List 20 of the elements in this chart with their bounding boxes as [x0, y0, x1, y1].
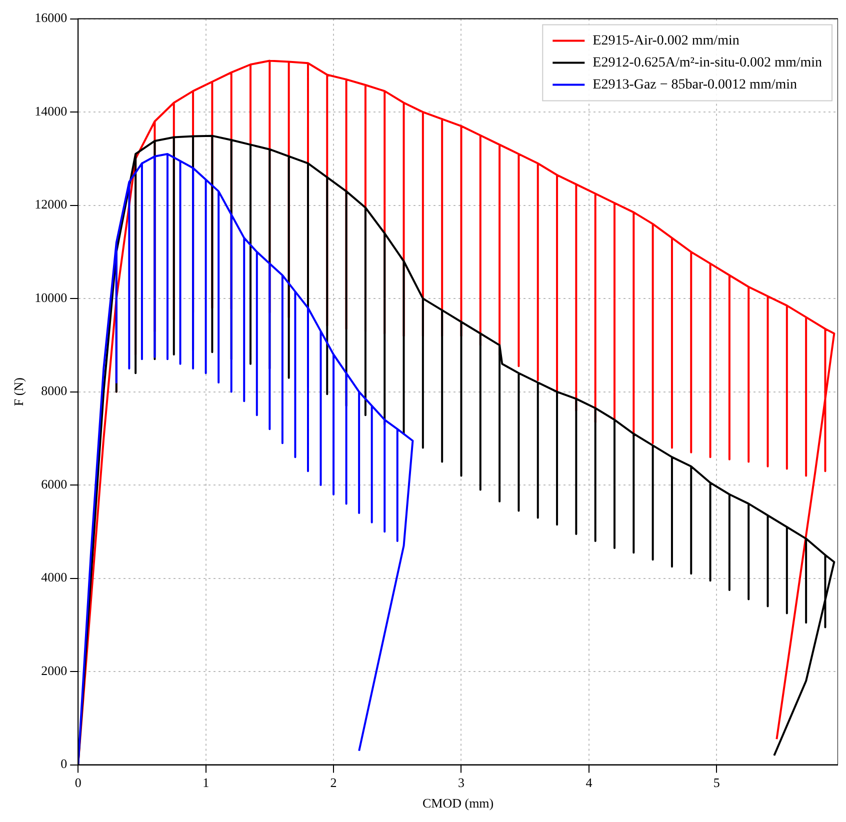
y-tick-label: 12000 [34, 196, 68, 212]
y-tick-label: 0 [60, 756, 68, 772]
x-tick-label: 0 [74, 775, 82, 790]
x-tick-label: 1 [202, 775, 210, 790]
y-tick-label: 14000 [34, 103, 68, 118]
x-tick-label: 5 [713, 775, 720, 790]
x-tick-label: 4 [586, 775, 593, 790]
legend-label: E2913-Gaz − 85bar-0.0012 mm/min [592, 77, 798, 92]
y-tick-label: 2000 [41, 662, 68, 678]
y-tick-label: 8000 [41, 383, 68, 398]
y-tick-label: 16000 [34, 10, 68, 26]
y-tick-label: 6000 [41, 476, 68, 492]
x-axis-title: CMOD (mm) [422, 796, 494, 811]
y-tick-label: 4000 [41, 570, 68, 585]
x-tick-label: 2 [330, 775, 337, 790]
legend-label: E2912-0.625A/m²-in-situ-0.002 mm/min [592, 55, 822, 70]
y-tick-label: 10000 [34, 290, 68, 305]
y-axis-title: F (N) [11, 378, 26, 406]
legend-label: E2915-Air-0.002 mm/min [592, 33, 740, 48]
x-tick-label: 3 [458, 775, 464, 790]
